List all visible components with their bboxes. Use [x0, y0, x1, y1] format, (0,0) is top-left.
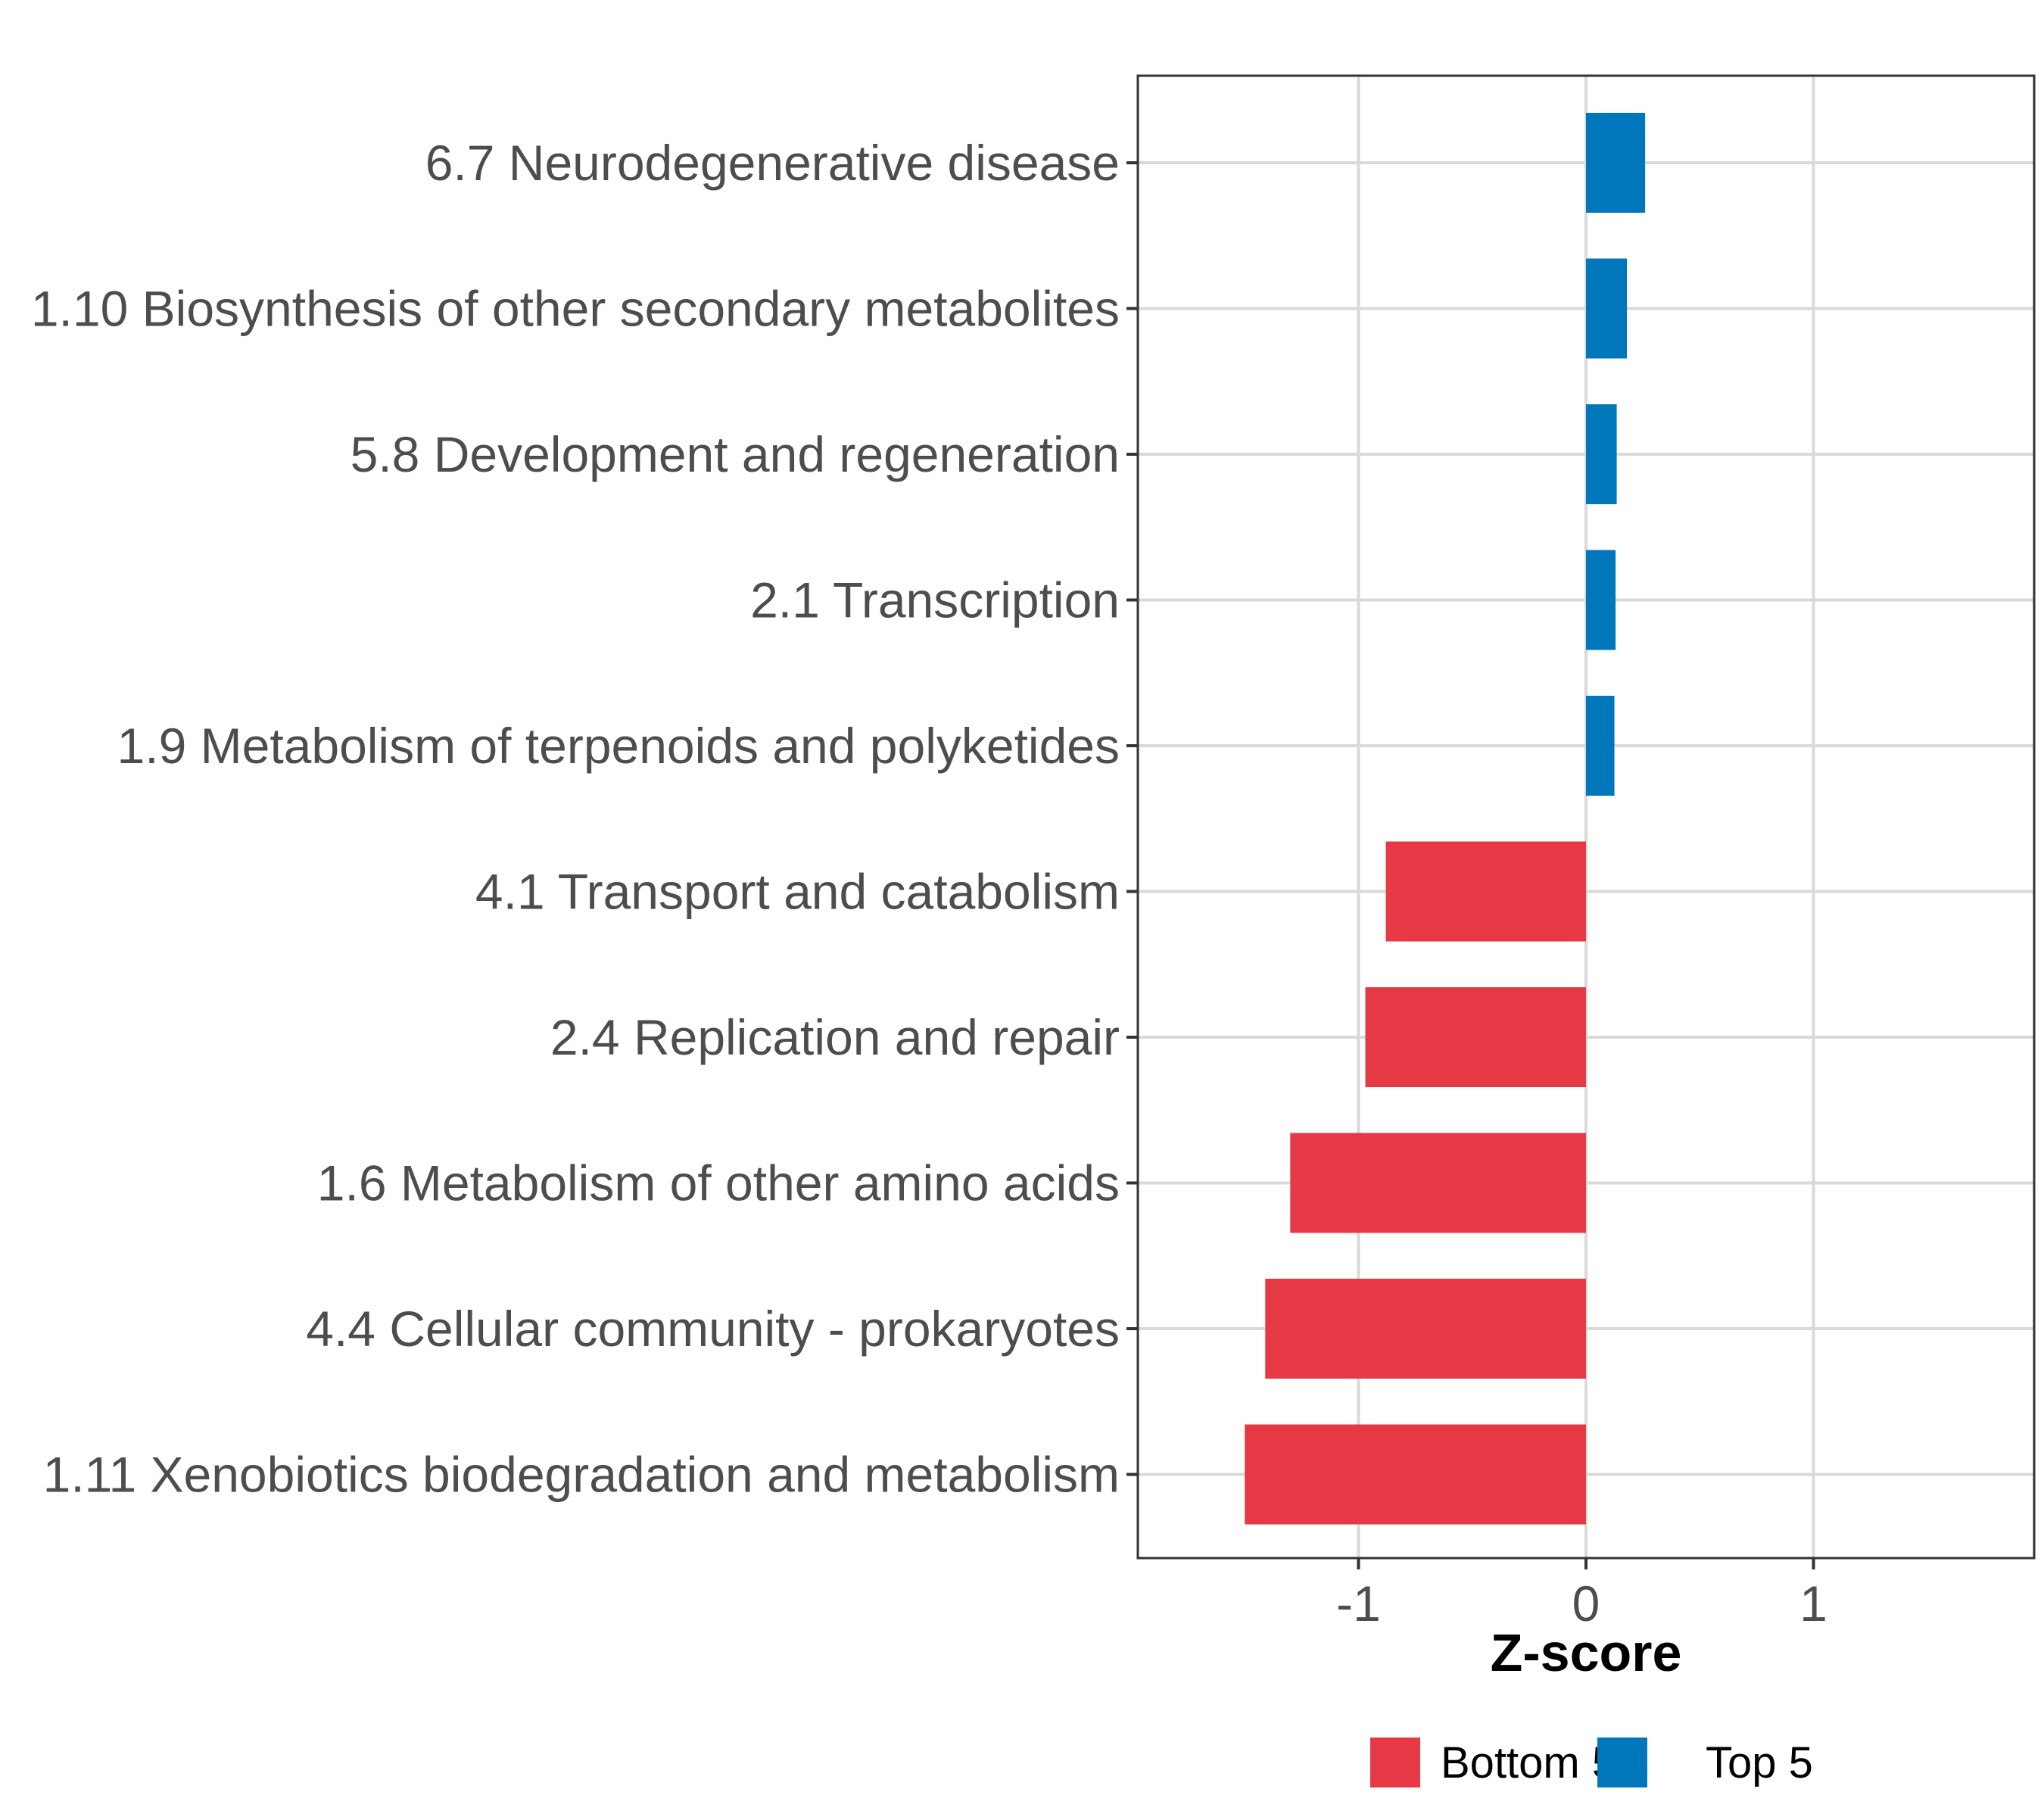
bar	[1586, 550, 1616, 650]
bars	[1245, 113, 1646, 1525]
bar	[1245, 1424, 1586, 1525]
y-axis-ticks	[1126, 161, 1138, 1476]
bar	[1265, 1279, 1586, 1379]
category-label: 6.7 Neurodegenerative disease	[425, 135, 1120, 191]
category-label: 2.4 Replication and repair	[550, 1009, 1120, 1065]
legend-key	[1370, 1738, 1420, 1787]
legend-key	[1597, 1738, 1647, 1787]
x-axis-ticks: -1 0 1	[1336, 1558, 1827, 1632]
legend-label: Bottom 5	[1441, 1738, 1616, 1787]
bar	[1586, 404, 1617, 504]
category-label: 4.1 Transport and catabolism	[475, 864, 1120, 920]
bar	[1586, 696, 1615, 796]
bar	[1586, 258, 1628, 359]
category-label: 2.1 Transcription	[750, 572, 1120, 628]
x-tick-label: -1	[1336, 1575, 1381, 1632]
category-label: 4.4 Cellular community - prokaryotes	[306, 1301, 1120, 1357]
bar	[1385, 841, 1586, 942]
category-label: 1.11 Xenobiotics biodegradation and meta…	[43, 1447, 1120, 1503]
category-label: 1.10 Biosynthesis of other secondary met…	[31, 281, 1120, 337]
bar	[1365, 987, 1586, 1087]
category-label: 1.9 Metabolism of terpenoids and polyket…	[117, 718, 1120, 774]
x-tick-label: 0	[1572, 1575, 1600, 1632]
category-label: 1.6 Metabolism of other amino acids	[317, 1155, 1120, 1211]
x-tick-label: 1	[1799, 1575, 1827, 1632]
x-axis-title: Z-score	[1491, 1623, 1682, 1682]
y-axis-labels: 6.7 Neurodegenerative disease 1.10 Biosyn…	[31, 135, 1120, 1503]
legend: Bottom 5 Top 5	[1370, 1738, 1813, 1787]
bar	[1290, 1133, 1586, 1233]
bar	[1586, 113, 1646, 213]
category-label: 5.8 Development and regeneration	[351, 426, 1120, 482]
legend-label: Top 5	[1706, 1738, 1813, 1787]
